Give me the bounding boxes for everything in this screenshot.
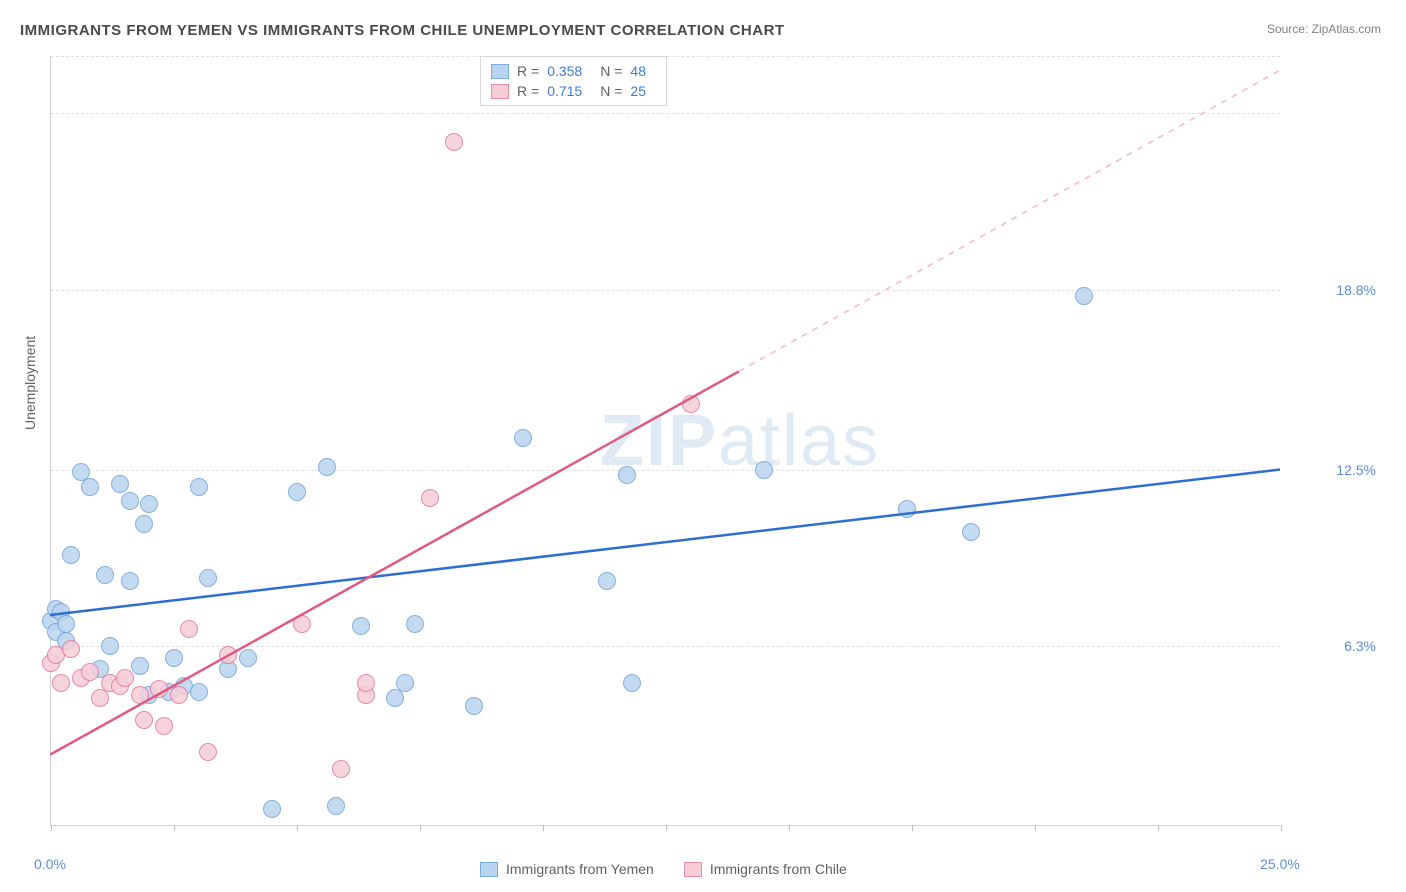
watermark-prefix: ZIP bbox=[600, 401, 718, 481]
legend-swatch bbox=[684, 862, 702, 877]
y-axis-label: Unemployment bbox=[22, 336, 38, 430]
scatter-point bbox=[327, 797, 345, 815]
scatter-point bbox=[263, 800, 281, 818]
legend-swatch bbox=[491, 84, 509, 99]
scatter-point bbox=[96, 566, 114, 584]
scatter-point bbox=[62, 640, 80, 658]
legend-n-label: N = bbox=[600, 83, 622, 99]
y-tick-label: 18.8% bbox=[1336, 282, 1376, 298]
scatter-point bbox=[239, 649, 257, 667]
x-tick bbox=[174, 825, 175, 831]
scatter-point bbox=[116, 669, 134, 687]
x-tick bbox=[51, 825, 52, 831]
scatter-point bbox=[682, 395, 700, 413]
scatter-point bbox=[421, 489, 439, 507]
legend-row: R = 0.715 N = 25 bbox=[491, 81, 656, 101]
scatter-point bbox=[131, 686, 149, 704]
scatter-point bbox=[465, 697, 483, 715]
legend-n-value: 48 bbox=[630, 63, 646, 79]
x-tick bbox=[543, 825, 544, 831]
legend-row: R = 0.358 N = 48 bbox=[491, 61, 656, 81]
scatter-point bbox=[121, 572, 139, 590]
scatter-point bbox=[623, 674, 641, 692]
legend-series: Immigrants from Yemen Immigrants from Chi… bbox=[480, 861, 847, 877]
x-tick bbox=[1158, 825, 1159, 831]
legend-series-label: Immigrants from Yemen bbox=[506, 861, 654, 877]
scatter-point bbox=[190, 478, 208, 496]
scatter-point bbox=[150, 680, 168, 698]
scatter-point bbox=[1075, 287, 1093, 305]
scatter-point bbox=[618, 466, 636, 484]
gridline bbox=[51, 113, 1280, 114]
scatter-point bbox=[170, 686, 188, 704]
legend-series-item: Immigrants from Yemen bbox=[480, 861, 654, 877]
legend-n-value: 25 bbox=[630, 83, 646, 99]
x-tick-label: 25.0% bbox=[1260, 856, 1300, 872]
scatter-point bbox=[357, 674, 375, 692]
scatter-point bbox=[135, 711, 153, 729]
scatter-point bbox=[514, 429, 532, 447]
legend-correlation: R = 0.358 N = 48 R = 0.715 N = 25 bbox=[480, 56, 667, 106]
scatter-point bbox=[131, 657, 149, 675]
scatter-point bbox=[352, 617, 370, 635]
y-tick-label: 6.3% bbox=[1344, 638, 1376, 654]
source-label: Source: ZipAtlas.com bbox=[1267, 22, 1381, 36]
scatter-point bbox=[190, 683, 208, 701]
scatter-point bbox=[121, 492, 139, 510]
watermark: ZIPatlas bbox=[600, 400, 880, 482]
chart-title: IMMIGRANTS FROM YEMEN VS IMMIGRANTS FROM… bbox=[20, 22, 785, 39]
scatter-point bbox=[57, 615, 75, 633]
legend-r-value: 0.358 bbox=[547, 63, 582, 79]
scatter-point bbox=[155, 717, 173, 735]
scatter-point bbox=[140, 495, 158, 513]
x-tick bbox=[1035, 825, 1036, 831]
x-tick bbox=[789, 825, 790, 831]
scatter-point bbox=[180, 620, 198, 638]
legend-r-label: R = bbox=[517, 63, 539, 79]
x-tick bbox=[912, 825, 913, 831]
scatter-point bbox=[101, 637, 119, 655]
scatter-point bbox=[52, 674, 70, 692]
x-tick bbox=[666, 825, 667, 831]
scatter-point bbox=[445, 133, 463, 151]
legend-series-item: Immigrants from Chile bbox=[684, 861, 847, 877]
scatter-point bbox=[598, 572, 616, 590]
scatter-point bbox=[898, 500, 916, 518]
scatter-point bbox=[81, 663, 99, 681]
legend-swatch bbox=[480, 862, 498, 877]
scatter-point bbox=[199, 569, 217, 587]
legend-n-label: N = bbox=[600, 63, 622, 79]
legend-series-label: Immigrants from Chile bbox=[710, 861, 847, 877]
scatter-point bbox=[111, 475, 129, 493]
legend-swatch bbox=[491, 64, 509, 79]
scatter-point bbox=[135, 515, 153, 533]
scatter-point bbox=[293, 615, 311, 633]
watermark-suffix: atlas bbox=[718, 401, 880, 481]
legend-r-value: 0.715 bbox=[547, 83, 582, 99]
scatter-point bbox=[962, 523, 980, 541]
scatter-point bbox=[81, 478, 99, 496]
scatter-point bbox=[332, 760, 350, 778]
gridline bbox=[51, 646, 1280, 647]
scatter-point bbox=[288, 483, 306, 501]
scatter-point bbox=[165, 649, 183, 667]
scatter-point bbox=[62, 546, 80, 564]
y-tick-label: 12.5% bbox=[1336, 462, 1376, 478]
gridline bbox=[51, 290, 1280, 291]
scatter-point bbox=[199, 743, 217, 761]
x-tick bbox=[297, 825, 298, 831]
scatter-point bbox=[406, 615, 424, 633]
scatter-point bbox=[318, 458, 336, 476]
x-tick-label: 0.0% bbox=[34, 856, 66, 872]
legend-r-label: R = bbox=[517, 83, 539, 99]
scatter-point bbox=[219, 646, 237, 664]
x-tick bbox=[1281, 825, 1282, 831]
scatter-point bbox=[396, 674, 414, 692]
scatter-point bbox=[755, 461, 773, 479]
x-tick bbox=[420, 825, 421, 831]
